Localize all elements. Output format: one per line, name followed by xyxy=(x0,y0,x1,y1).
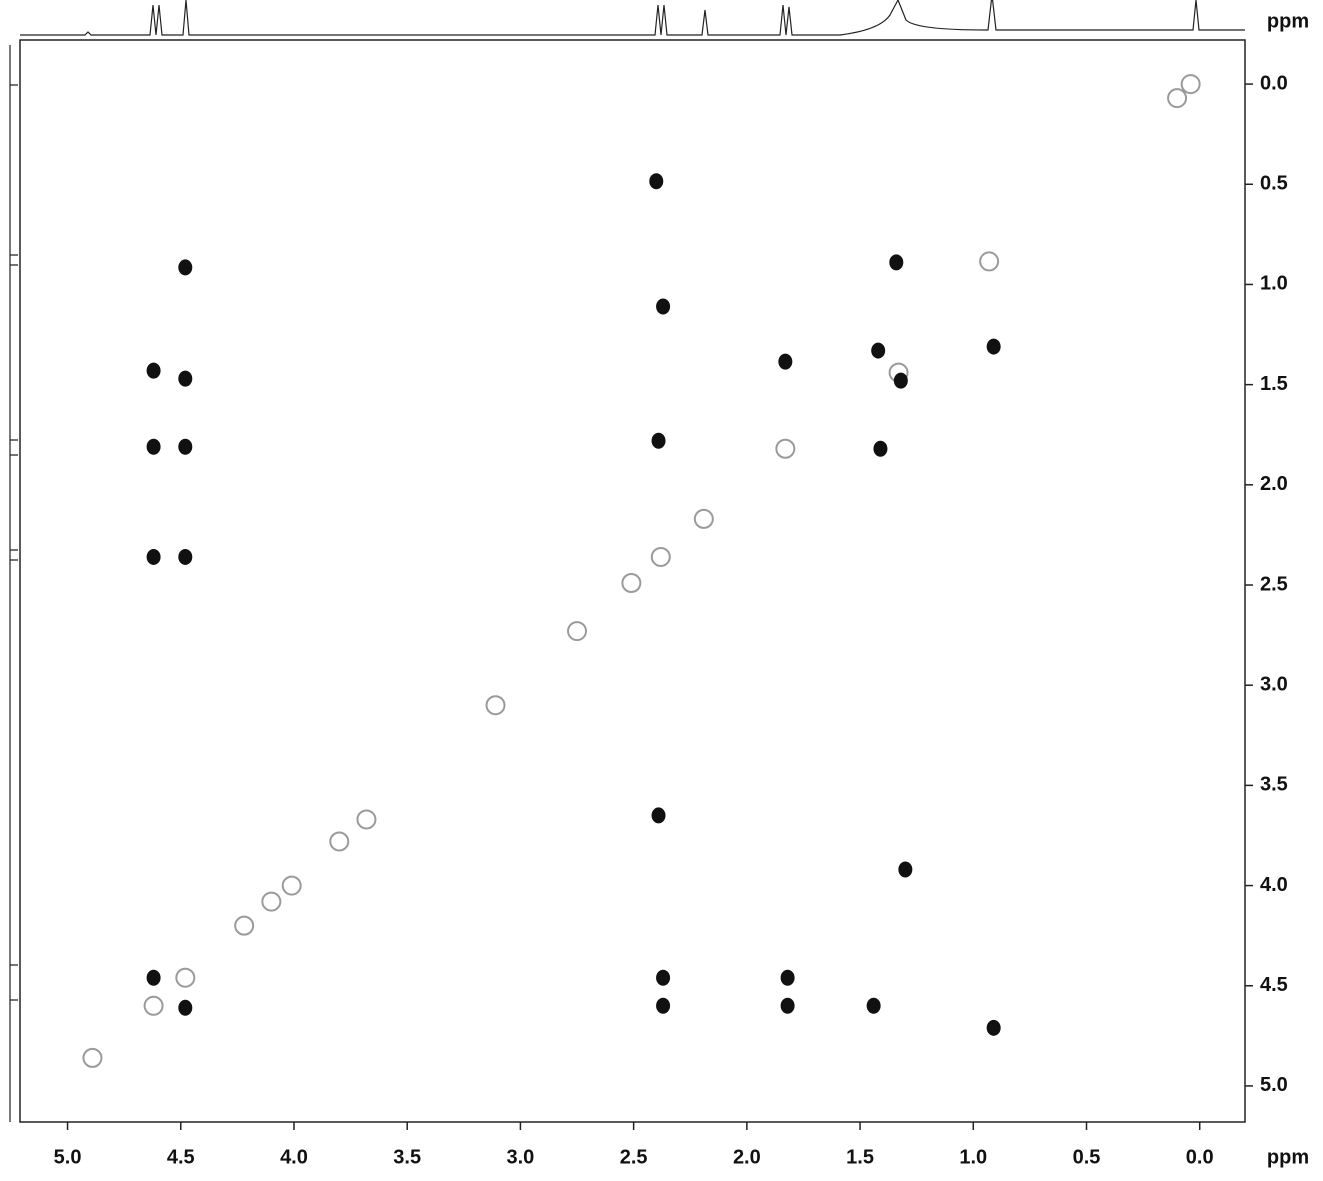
cross-peak xyxy=(866,997,881,1014)
cross-peak xyxy=(979,251,1000,272)
cross-peak xyxy=(281,875,302,896)
cross-peak xyxy=(329,831,350,852)
x-tick-label: 3.0 xyxy=(507,1146,535,1168)
cross-peak xyxy=(778,353,793,370)
y-tick-label: 2.0 xyxy=(1260,473,1288,495)
cross-peak xyxy=(871,342,886,359)
cross-peak xyxy=(986,1019,1001,1036)
x-tick-label: 0.5 xyxy=(1073,1146,1101,1168)
cross-peak xyxy=(656,969,671,986)
cross-peak xyxy=(1180,74,1201,95)
y-tick-label: 3.5 xyxy=(1260,774,1288,796)
cross-peak xyxy=(175,967,196,988)
cross-peak xyxy=(1167,88,1188,109)
cross-peak xyxy=(656,298,671,315)
cross-peak xyxy=(485,695,506,716)
cross-peak xyxy=(234,915,255,936)
cross-peak xyxy=(651,432,666,449)
cross-peak xyxy=(261,891,282,912)
cross-peak xyxy=(567,621,588,642)
cross-peak xyxy=(780,997,795,1014)
y-tick-label: 1.5 xyxy=(1260,373,1288,395)
projection-trace-left xyxy=(9,45,18,1122)
y-tick-label: 5.0 xyxy=(1260,1074,1288,1096)
projection-trace xyxy=(20,0,1245,36)
cross-peak xyxy=(82,1047,103,1068)
cross-peak xyxy=(775,438,796,459)
y-tick-label: 4.5 xyxy=(1260,974,1288,996)
x-tick-label: 2.5 xyxy=(620,1146,648,1168)
cross-peak xyxy=(650,546,671,567)
x-tick-label: 5.0 xyxy=(54,1146,82,1168)
y-axis-label: ppm xyxy=(1267,10,1309,32)
cross-peak xyxy=(178,999,193,1016)
x-tick-label: 1.5 xyxy=(846,1146,874,1168)
x-axis-label: ppm xyxy=(1267,1146,1309,1168)
cross-peak xyxy=(889,254,904,271)
cross-peak xyxy=(178,438,193,455)
plot-frame xyxy=(19,39,1246,1123)
y-tick-label: 4.0 xyxy=(1260,874,1288,896)
cross-peak xyxy=(621,573,642,594)
x-tick-label: 0.0 xyxy=(1186,1146,1214,1168)
x-tick-label: 4.5 xyxy=(167,1146,195,1168)
cross-peak xyxy=(143,995,164,1016)
cross-peak xyxy=(146,548,161,565)
cross-peak xyxy=(651,807,666,824)
cross-peak xyxy=(986,338,1001,355)
x-tick-label: 1.0 xyxy=(959,1146,987,1168)
cross-peak xyxy=(178,259,193,276)
y-tick-label: 2.5 xyxy=(1260,573,1288,595)
cross-peak xyxy=(693,508,714,529)
y-tick-label: 0.5 xyxy=(1260,173,1288,195)
cross-peak xyxy=(649,173,664,190)
cross-peak xyxy=(178,370,193,387)
cross-peak xyxy=(780,969,795,986)
cross-peak xyxy=(656,997,671,1014)
cross-peak xyxy=(146,362,161,379)
cross-peak xyxy=(873,440,888,457)
cross-peak xyxy=(146,969,161,986)
y-tick-label: 3.0 xyxy=(1260,673,1288,695)
cross-peak xyxy=(146,438,161,455)
x-tick-label: 2.0 xyxy=(733,1146,761,1168)
x-tick-label: 4.0 xyxy=(280,1146,308,1168)
x-tick-label: 3.5 xyxy=(393,1146,421,1168)
cross-peak xyxy=(893,372,908,389)
y-tick-label: 1.0 xyxy=(1260,273,1288,295)
cross-peak xyxy=(898,861,913,878)
y-tick-label: 0.0 xyxy=(1260,72,1288,94)
cross-peak xyxy=(178,548,193,565)
cross-peak xyxy=(356,809,377,830)
